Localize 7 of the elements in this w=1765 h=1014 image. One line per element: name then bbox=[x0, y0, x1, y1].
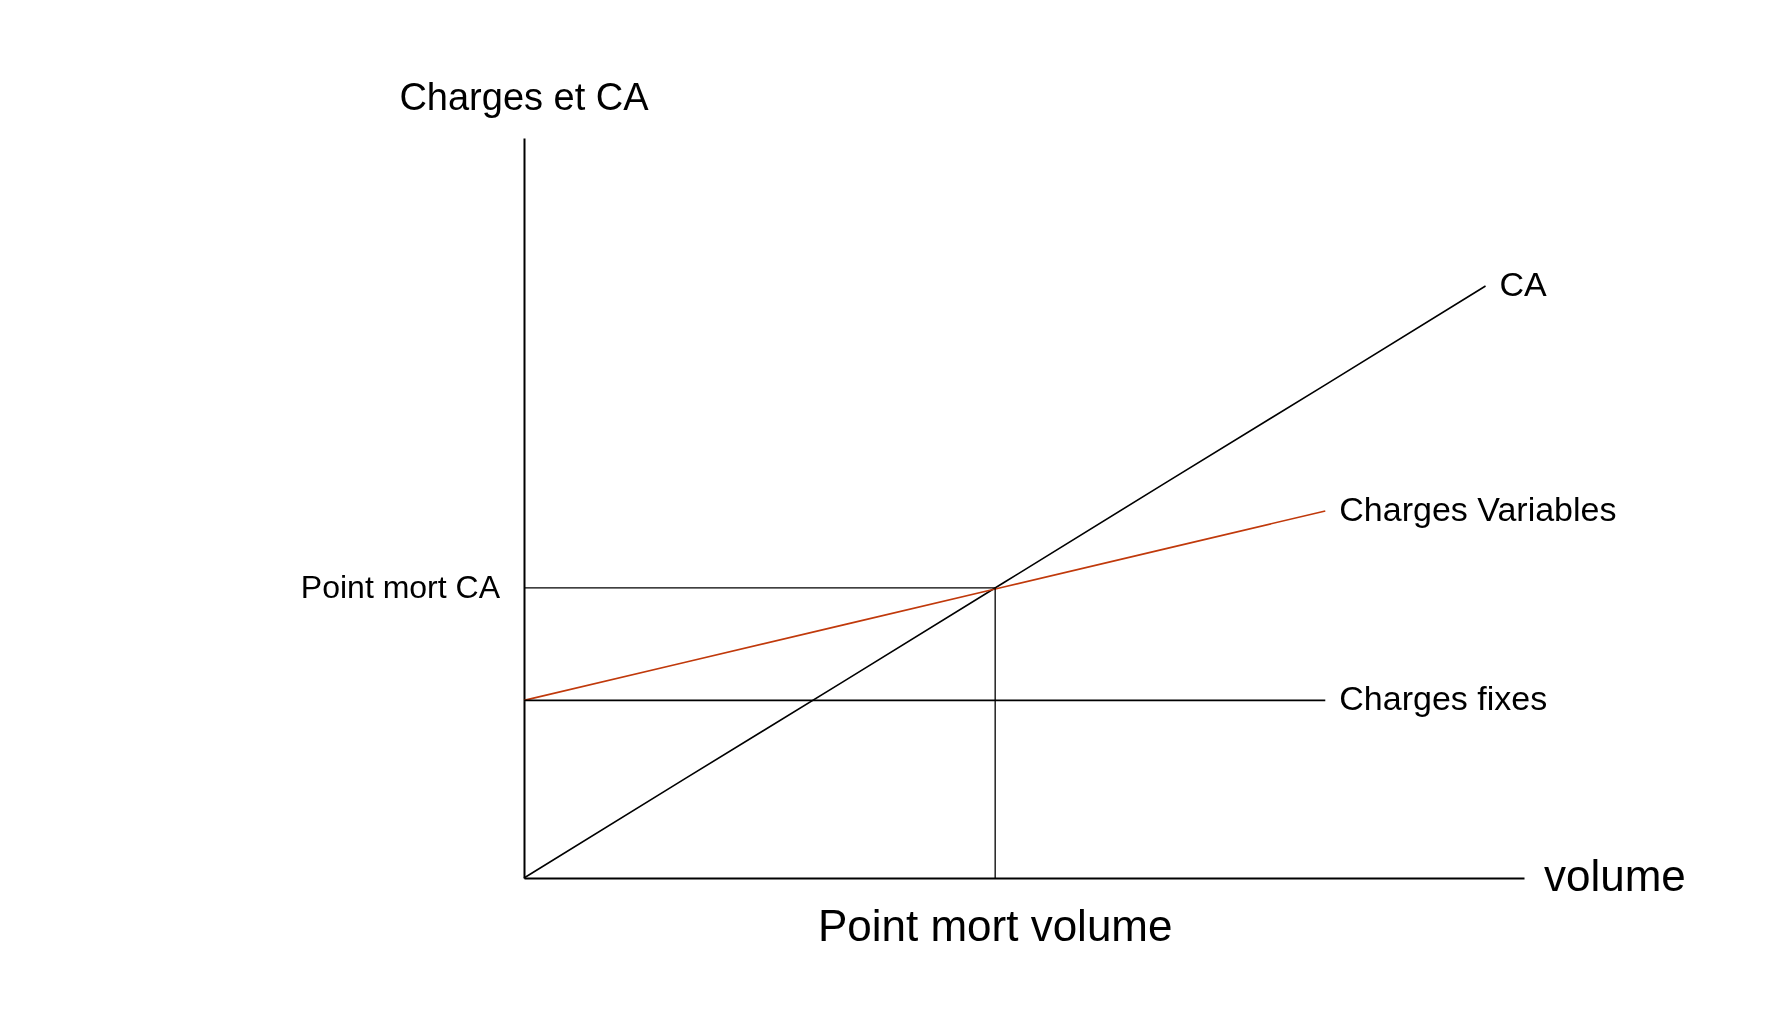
x-axis-title: volume bbox=[1544, 851, 1686, 900]
series-label: Charges Variables bbox=[1339, 489, 1617, 528]
text: Point mort volume bbox=[817, 901, 1173, 950]
y-axis-title: Charges et CA bbox=[399, 76, 650, 118]
series-label: Charges fixes bbox=[1339, 679, 1548, 718]
ref-line-label: Point mort CA bbox=[300, 568, 501, 605]
series-label: CA bbox=[1499, 265, 1548, 303]
